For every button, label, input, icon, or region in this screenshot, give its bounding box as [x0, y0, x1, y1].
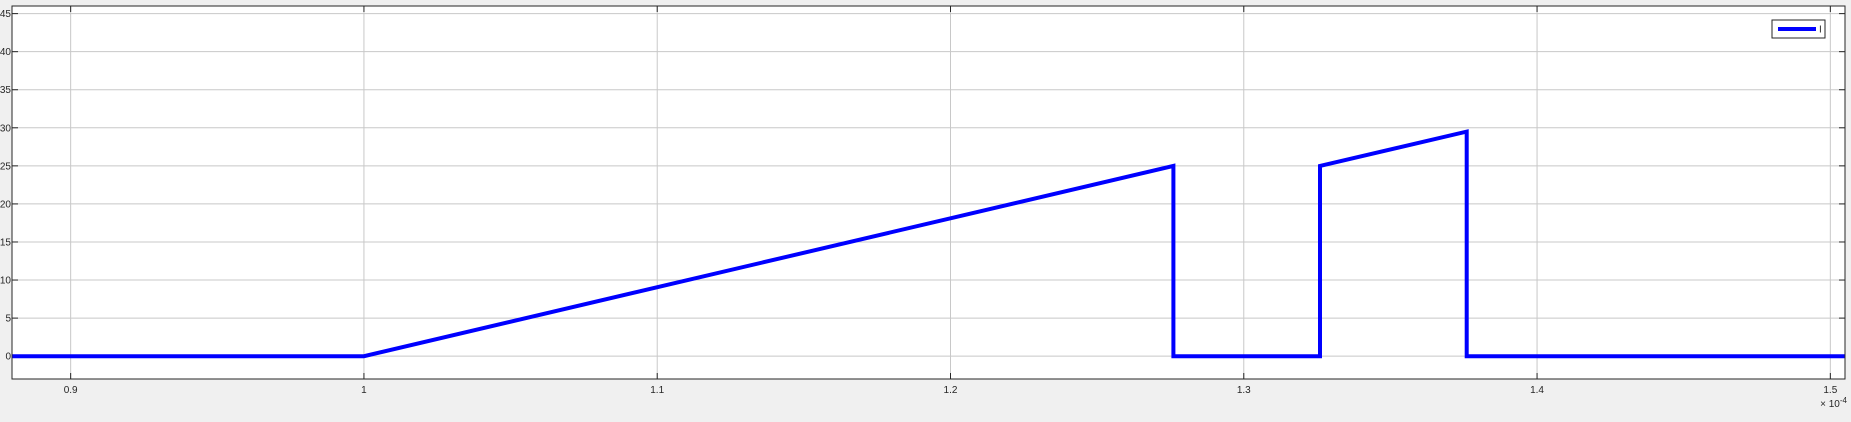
x-tick-labels: 0.9 1 1.1 1.2 1.3 1.4 1.5 [64, 385, 1838, 396]
y-tick-label: 30 [0, 123, 11, 134]
x-tick-label: 1 [361, 385, 367, 396]
axes-background [12, 6, 1845, 379]
legend-label-I: I [1819, 25, 1822, 36]
y-tick-label: 5 [5, 314, 11, 325]
legend[interactable]: I [1771, 19, 1826, 39]
x-tick-label: 1.5 [1823, 385, 1837, 396]
series-line-I [12, 129, 1845, 359]
x-exponent-power: -4 [1840, 396, 1848, 405]
y-tick-label: 25 [0, 161, 11, 172]
y-tick-label: 35 [0, 85, 11, 96]
y-tick-label: 40 [0, 47, 11, 58]
y-tick-label: 0 [5, 352, 11, 363]
y-tick-label: 20 [0, 199, 11, 210]
series-layer [12, 129, 1845, 359]
y-tick-label: 15 [0, 237, 11, 248]
y-tick-label: 10 [0, 276, 11, 287]
x-exponent-label: × 10-4 [1820, 396, 1847, 410]
x-exponent-base: × 10 [1820, 399, 1840, 410]
x-tick-label: 1.4 [1530, 385, 1544, 396]
y-tick-label: 45 [0, 9, 11, 20]
x-tick-label: 0.9 [64, 385, 78, 396]
x-tick-label: 1.3 [1237, 385, 1251, 396]
x-tick-label: 1.2 [944, 385, 958, 396]
y-tick-labels: 0 5 10 15 20 25 30 35 40 45 [0, 9, 11, 363]
x-tick-label: 1.1 [650, 385, 664, 396]
axes-frame [11, 5, 1846, 380]
